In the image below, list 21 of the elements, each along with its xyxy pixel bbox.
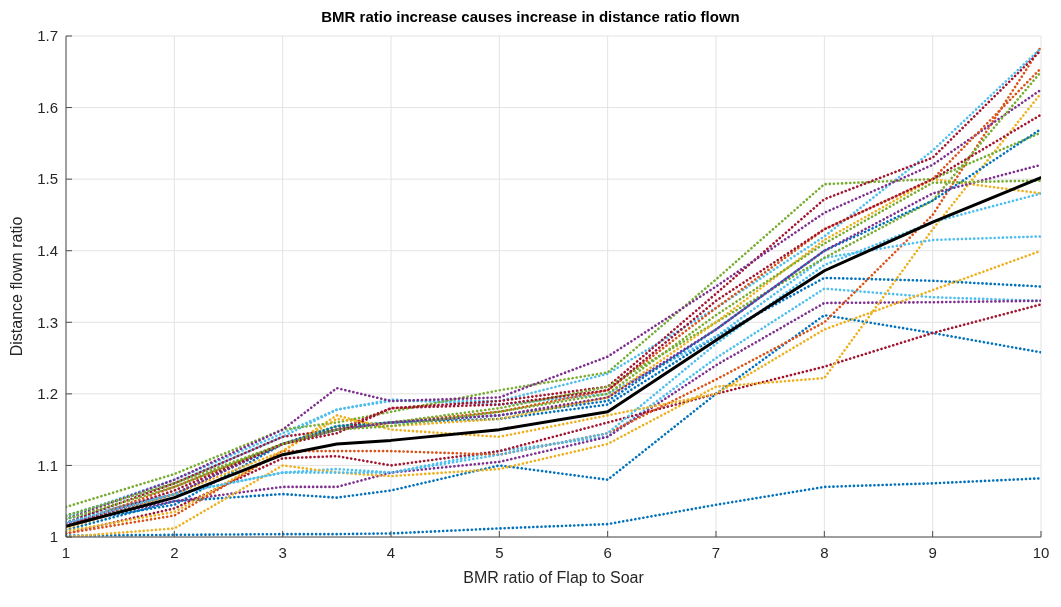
y-tick-label: 1.2: [37, 385, 58, 403]
x-tick-label: 9: [928, 543, 937, 561]
x-tick-label: 8: [820, 543, 829, 561]
y-tick-label: 1: [49, 528, 58, 546]
x-tick-label: 6: [603, 543, 612, 561]
x-tick-label: 3: [278, 543, 287, 561]
chart-title: BMR ratio increase causes increase in distance ratio flown: [321, 8, 740, 25]
y-tick-label: 1.6: [37, 98, 58, 116]
y-tick-label: 1.7: [37, 27, 58, 45]
x-tick-label: 10: [1032, 543, 1050, 561]
x-axis-title: BMR ratio of Flap to Soar: [463, 569, 645, 586]
x-tick-label: 1: [61, 543, 71, 561]
x-tick-label: 4: [386, 543, 396, 561]
y-tick-label: 1.1: [37, 456, 58, 474]
x-tick-label: 2: [170, 543, 179, 561]
y-tick-label: 1.3: [37, 313, 58, 331]
y-tick-label: 1.5: [37, 170, 58, 188]
x-tick-label: 7: [711, 543, 721, 561]
y-tick-label: 1.4: [37, 242, 58, 260]
x-tick-label: 5: [495, 543, 504, 561]
y-axis-title: Distance flown ratio: [7, 216, 25, 357]
